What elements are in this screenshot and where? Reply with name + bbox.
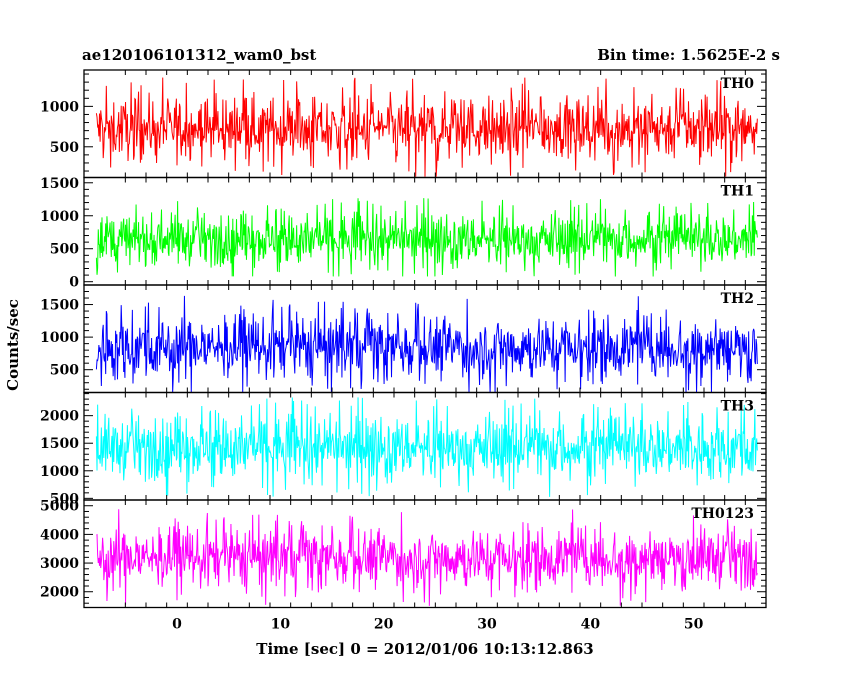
x-tick-label: 0 (172, 617, 182, 633)
y-tick-label: 500 (50, 242, 79, 258)
y-tick-label: 4000 (40, 527, 79, 543)
y-tick-label: 1500 (40, 176, 79, 192)
y-tick-label: 5000 (40, 499, 79, 515)
panel-th0123: 2000 3000 4000 5000 TH0123 (40, 499, 767, 609)
panel-th2: 500 1000 1500 TH2 (40, 284, 767, 394)
y-tick-label: 3000 (40, 556, 79, 572)
series-line-th0 (95, 77, 758, 177)
y-axis-label: Counts/sec (4, 299, 22, 391)
y-tick-label: 0 (69, 275, 79, 291)
panel-th1: 0 500 1000 1500 TH1 (40, 176, 767, 291)
y-tick-label: 2000 (40, 585, 79, 601)
panel-th3: 500 1000 1500 2000 TH3 (40, 391, 767, 507)
y-tick-label: 1500 (40, 298, 79, 314)
y-tick-label: 1000 (40, 330, 79, 346)
x-axis: 0 10 20 30 40 50 (172, 617, 704, 633)
series-label: TH1 (721, 184, 754, 200)
y-tick-label: 1500 (40, 436, 79, 452)
chart-title: ae120106101312_wam0_bst (82, 46, 316, 64)
series-line-th3 (95, 397, 758, 497)
x-tick-label: 20 (374, 617, 394, 633)
x-tick-label: 40 (581, 617, 601, 633)
series-line-th1 (95, 198, 758, 277)
x-tick-label: 10 (271, 617, 291, 633)
y-tick-label: 2000 (40, 409, 79, 425)
panel-th0: 500 1000 TH0 (40, 69, 767, 179)
chart-subtitle: Bin time: 1.5625E-2 s (597, 46, 780, 64)
y-tick-label: 500 (50, 140, 79, 156)
y-tick-label: 1000 (40, 99, 79, 115)
panel-frame (83, 499, 767, 609)
series-line-th0123 (96, 509, 758, 606)
series-label: TH0123 (691, 506, 754, 522)
y-tick-label: 500 (50, 491, 79, 507)
series-line-th2 (95, 295, 758, 393)
y-tick-label: 500 (50, 363, 79, 379)
x-tick-label: 30 (477, 617, 497, 633)
x-tick-label: 50 (684, 617, 704, 633)
y-tick-label: 1000 (40, 209, 79, 225)
series-label: TH3 (721, 399, 754, 415)
series-label: TH0 (721, 76, 755, 92)
x-axis-label: Time [sec] 0 = 2012/01/06 10:13:12.863 (256, 640, 593, 658)
y-tick-label: 1000 (40, 464, 79, 480)
series-label: TH2 (721, 291, 754, 307)
